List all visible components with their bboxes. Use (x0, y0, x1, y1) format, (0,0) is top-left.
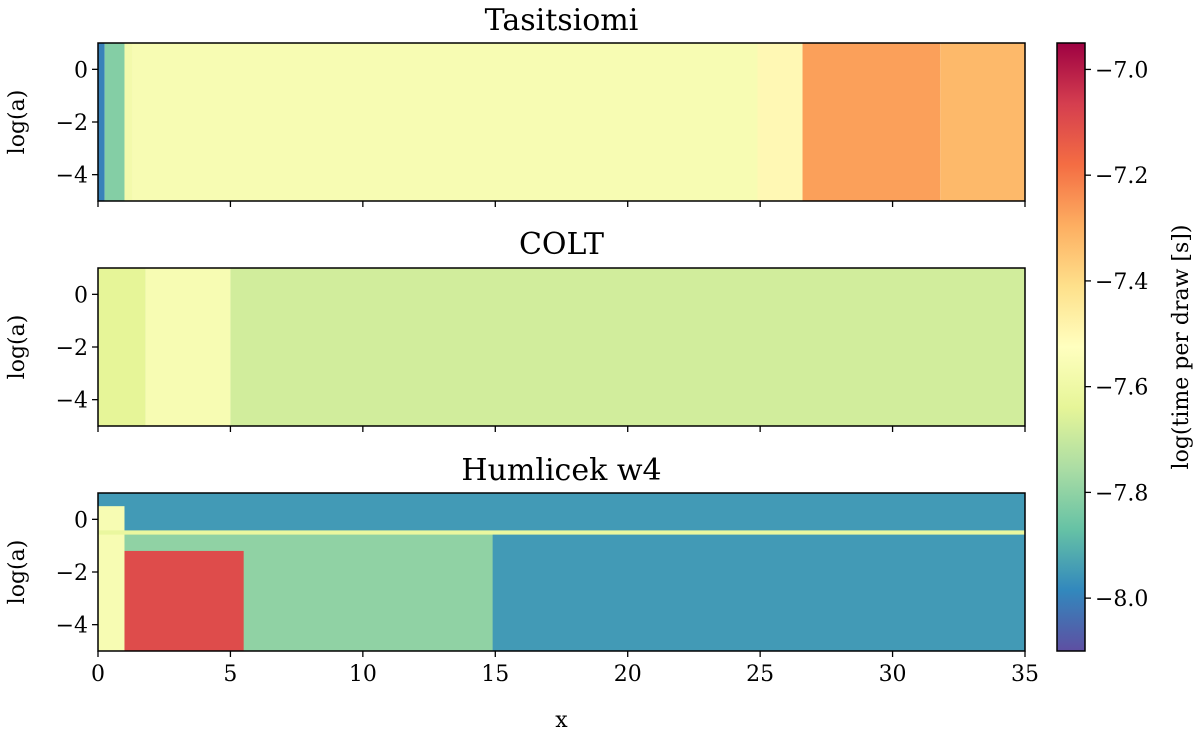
y-tick-label: −2 (56, 336, 88, 361)
x-ticks (97, 201, 1026, 207)
heatmap-region (124, 550, 244, 651)
x-tick-label: 20 (614, 662, 642, 687)
heatmap-regions (98, 43, 1025, 201)
colorbar: −7.0 −7.2 −7.4 −7.6 −7.8 −8.0 log(time per dr… (1056, 42, 1194, 652)
y-tick-label: −4 (56, 614, 88, 639)
heatmap-region (757, 43, 803, 201)
heatmap-region (230, 268, 1025, 426)
colorbar-ticks: −7.0 −7.2 −7.4 −7.6 −7.8 −8.0 (1085, 58, 1148, 612)
x-tick-label: 30 (879, 662, 907, 687)
colorbar-tick-label: −7.6 (1095, 376, 1148, 401)
y-tick-label: −2 (56, 111, 88, 136)
panel-title: Tasitsiomi (485, 3, 639, 38)
panel-title: COLT (519, 227, 604, 262)
y-ticks: 0 −2 −4 (56, 508, 98, 639)
x-ticks (97, 426, 1026, 432)
panel-frame (97, 42, 1026, 202)
colorbar-label: log(time per draw [s]) (1169, 225, 1194, 470)
x-tick-label: 5 (223, 662, 237, 687)
x-ticks: 0 5 10 15 20 25 30 35 (91, 651, 1039, 687)
colorbar-tick-label: −7.4 (1095, 270, 1148, 295)
y-tick-label: 0 (74, 283, 88, 308)
heatmap-regions (98, 268, 1025, 426)
y-ticks: 0 −2 −4 (56, 58, 98, 189)
y-axis-label: log(a) (5, 540, 30, 605)
y-ticks: 0 −2 −4 (56, 283, 98, 414)
y-axis-label: log(a) (5, 90, 30, 155)
panel-humlicek-w4: Humlicek w4 0 5 10 15 20 25 30 35 0 −2 −4 log(a) (5, 453, 1039, 687)
heatmap-region (802, 43, 941, 201)
panel-colt: COLT 0 −2 −4 log(a) (5, 227, 1026, 432)
x-axis-label: x (555, 708, 568, 732)
heatmap-region (98, 506, 125, 651)
heatmap-region (124, 43, 133, 201)
panel-tasitsiomi: Tasitsiomi 0 −2 −4 log(a) (5, 3, 1026, 207)
y-tick-label: 0 (74, 58, 88, 83)
y-tick-label: −4 (56, 389, 88, 414)
heatmap-regions (98, 493, 1025, 651)
x-tick-label: 35 (1011, 662, 1039, 687)
panel-frame (97, 492, 1026, 652)
y-axis-label: log(a) (5, 315, 30, 380)
x-tick-label: 10 (349, 662, 377, 687)
x-tick-label: 15 (481, 662, 509, 687)
heatmap-region (98, 43, 105, 201)
heatmap-region (98, 268, 146, 426)
heatmap-region (98, 530, 1025, 535)
colorbar-tick-label: −7.8 (1095, 481, 1148, 506)
colorbar-tick-label: −8.0 (1095, 587, 1148, 612)
colorbar-tick-label: −7.0 (1095, 58, 1148, 83)
y-tick-label: 0 (74, 508, 88, 533)
panel-title: Humlicek w4 (461, 453, 661, 488)
heatmap-region (940, 43, 1025, 201)
y-tick-label: −4 (56, 164, 88, 189)
x-tick-label: 0 (91, 662, 105, 687)
heatmap-region (104, 43, 125, 201)
heatmap-region (145, 268, 231, 426)
colorbar-tick-label: −7.2 (1095, 164, 1148, 189)
x-tick-label: 25 (746, 662, 774, 687)
panel-frame (97, 267, 1026, 427)
colorbar-gradient (1056, 42, 1086, 652)
y-tick-label: −2 (56, 561, 88, 586)
heatmap-region (132, 43, 758, 201)
